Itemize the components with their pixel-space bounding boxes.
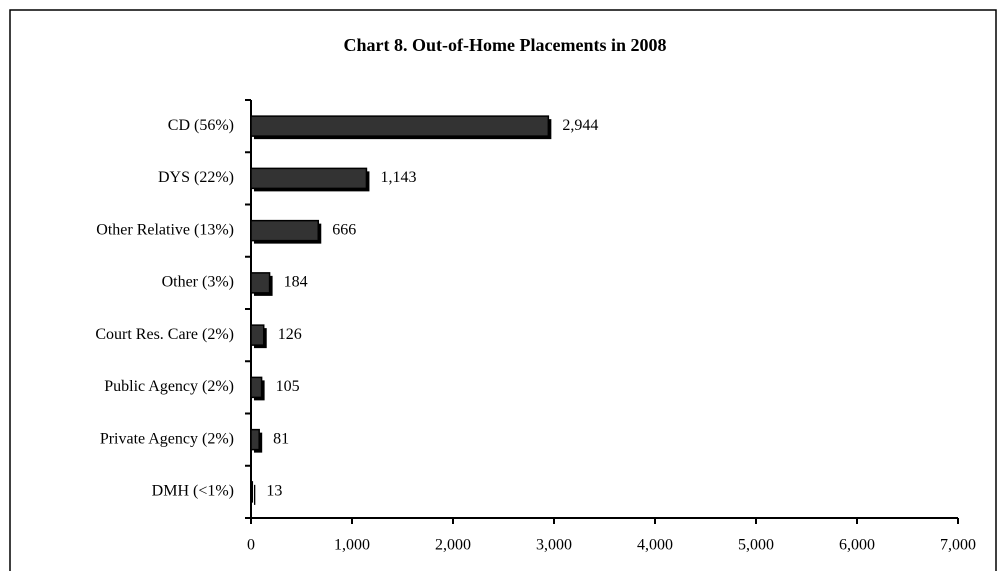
bar bbox=[250, 167, 368, 190]
x-tick-label: 5,000 bbox=[738, 537, 774, 554]
bar bbox=[250, 115, 550, 137]
value-label: 105 bbox=[276, 378, 300, 395]
chart-frame bbox=[9, 9, 997, 571]
value-label: 666 bbox=[332, 221, 356, 238]
y-tick-label: Other Relative (13%) bbox=[96, 221, 234, 238]
y-tick-label: CD (56%) bbox=[168, 117, 234, 134]
y-tick-label: Other (3%) bbox=[162, 274, 234, 291]
value-label: 13 bbox=[266, 483, 282, 500]
value-label: 126 bbox=[278, 326, 302, 343]
bar bbox=[250, 428, 260, 451]
x-tick-label: 4,000 bbox=[637, 537, 673, 554]
bar bbox=[250, 272, 271, 294]
value-label: 184 bbox=[284, 274, 308, 291]
x-tick-label: 1,000 bbox=[334, 537, 370, 554]
value-label: 81 bbox=[273, 430, 289, 447]
value-label: 1,143 bbox=[380, 169, 416, 186]
x-tick-label: 7,000 bbox=[940, 537, 976, 554]
x-tick-label: 6,000 bbox=[839, 537, 875, 554]
bar bbox=[250, 324, 265, 346]
bar-shadow bbox=[254, 484, 256, 505]
bar bbox=[250, 219, 320, 242]
y-tick-label: Court Res. Care (2%) bbox=[95, 326, 234, 343]
bar bbox=[250, 376, 263, 399]
x-tick-label: 2,000 bbox=[435, 537, 471, 554]
x-tick-label: 0 bbox=[247, 537, 255, 554]
chart-title: Chart 8. Out-of-Home Placements in 2008 bbox=[344, 35, 667, 55]
bar bbox=[250, 481, 254, 503]
y-tick-label: DYS (22%) bbox=[158, 169, 234, 186]
x-tick-label: 3,000 bbox=[536, 537, 572, 554]
value-label: 2,944 bbox=[562, 117, 598, 134]
y-tick-label: Private Agency (2%) bbox=[100, 430, 234, 447]
y-tick-label: DMH (<1%) bbox=[152, 483, 234, 500]
y-tick-label: Public Agency (2%) bbox=[104, 378, 234, 395]
